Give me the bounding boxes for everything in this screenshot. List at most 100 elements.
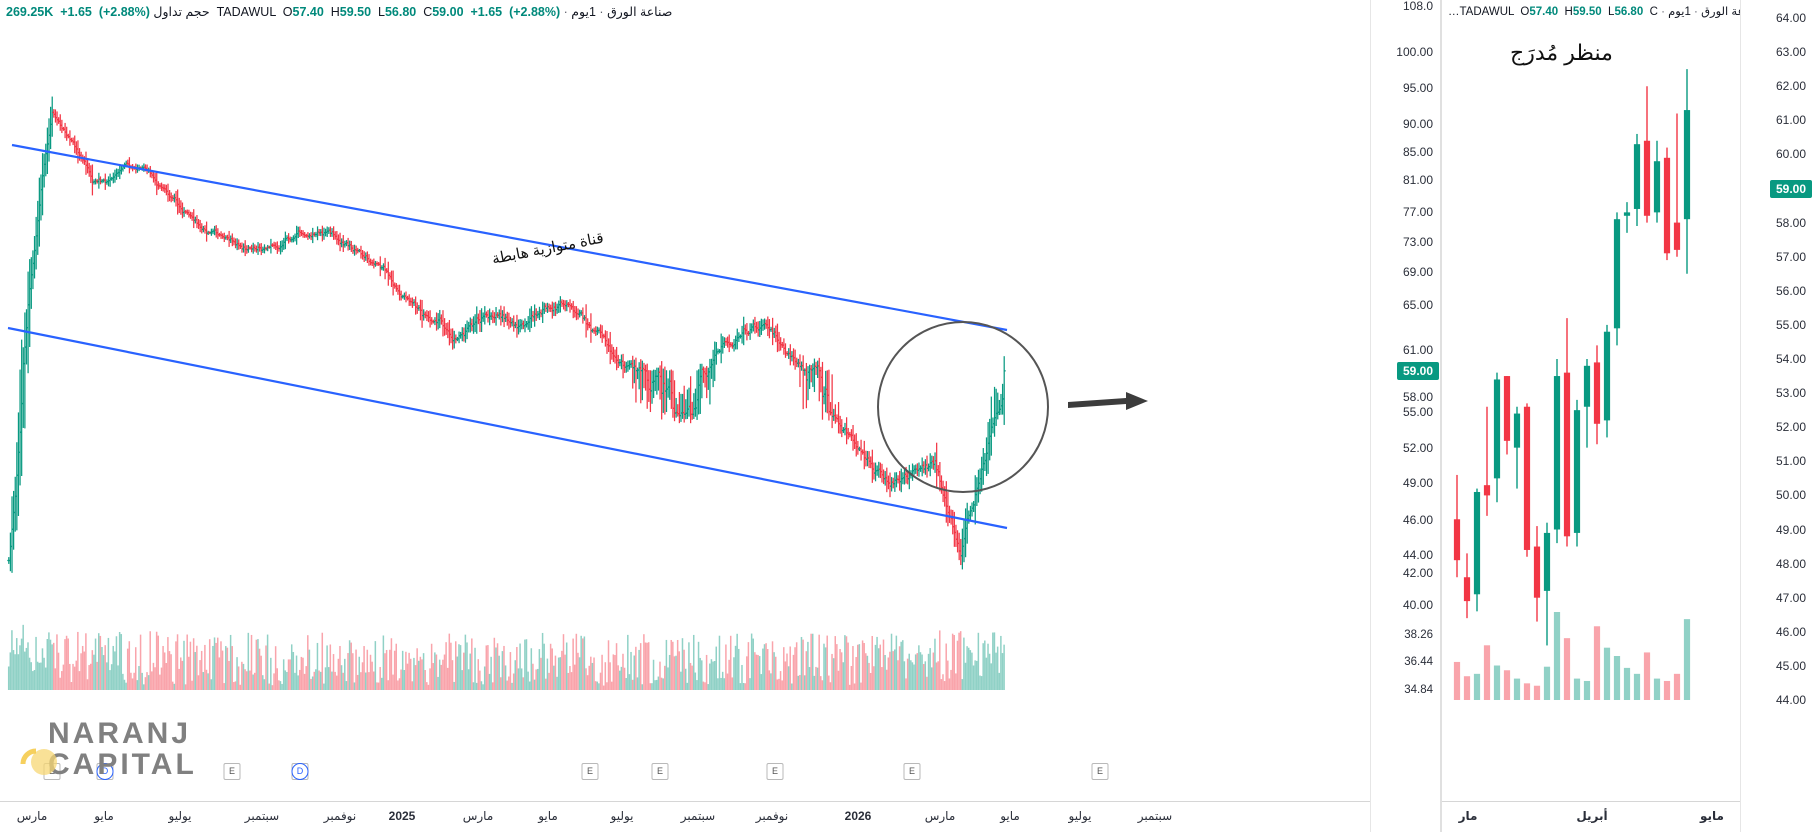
volume-bar <box>1593 626 1601 700</box>
volume-bar <box>926 676 928 690</box>
volume-bar <box>892 651 894 690</box>
volume-bar <box>758 656 761 690</box>
volume-bar <box>961 679 964 690</box>
volume-bar <box>1663 680 1671 700</box>
volume-bar <box>141 672 143 690</box>
legend-separator-right: · <box>1694 6 1698 18</box>
time-tick-label: يوليو <box>168 809 192 823</box>
channel-lower-line[interactable] <box>7 326 1008 530</box>
earnings-marker[interactable]: E <box>903 763 921 780</box>
volume-bar <box>1673 673 1681 700</box>
candle-body <box>1513 413 1521 448</box>
earnings-marker[interactable]: E <box>1091 763 1109 780</box>
right-time-axis[interactable]: مار أبريل مايو <box>1442 801 1740 832</box>
volume-bar <box>268 683 270 690</box>
candle-body <box>1583 365 1591 407</box>
left-chart-legend: صناعة الورق · 1يوم · TADAWUL O57.40 H59.… <box>6 4 672 19</box>
volume-bar <box>943 681 946 690</box>
volume-bar <box>321 632 324 690</box>
volume-bar <box>171 681 174 690</box>
price-tick-label: 77.00 <box>1402 205 1433 219</box>
volume-bar <box>244 669 246 690</box>
earnings-marker[interactable]: E <box>223 763 241 780</box>
volume-bar <box>358 656 361 690</box>
volume-bar <box>512 673 515 690</box>
volume-bar <box>900 641 902 690</box>
time-tick-label: سبتمبر <box>1137 809 1173 823</box>
dividend-marker[interactable]: D <box>291 763 309 780</box>
parallel-channel-overlay[interactable] <box>7 143 1008 530</box>
earnings-marker[interactable]: E <box>766 763 784 780</box>
channel-upper-line[interactable] <box>11 143 1008 332</box>
right-chart-canvas[interactable] <box>1442 0 1740 802</box>
volume-bar <box>894 649 896 690</box>
volume-bar <box>601 654 603 690</box>
volume-bar <box>15 638 18 690</box>
time-tick-label: 2026 <box>844 809 872 823</box>
volume-bar <box>583 636 586 690</box>
volume-bar <box>498 655 500 690</box>
legend-interval: 1يوم <box>571 5 596 19</box>
volume-bar <box>789 646 791 690</box>
price-tick-label: 55.00 <box>1402 405 1433 419</box>
volume-bar <box>750 633 753 690</box>
volume-bar <box>57 652 60 690</box>
volume-bar <box>295 655 298 690</box>
earnings-marker[interactable]: E <box>581 763 599 780</box>
time-tick-label-right: أبريل <box>1576 809 1608 823</box>
volume-bar <box>776 679 779 690</box>
price-tick-label: 95.00 <box>1402 81 1433 95</box>
highlight-circle[interactable] <box>877 321 1049 493</box>
volume-bar <box>971 652 973 690</box>
volume-bar <box>355 649 357 690</box>
volume-bar <box>223 683 225 690</box>
earnings-marker[interactable]: E <box>43 763 61 780</box>
volume-bar <box>860 682 862 690</box>
volume-bar <box>508 676 510 690</box>
volume-bar <box>537 668 539 690</box>
volume-bar <box>757 654 759 690</box>
volume-bar <box>686 682 689 690</box>
volume-bar <box>54 668 57 690</box>
volume-bar <box>418 660 420 690</box>
volume-bar <box>260 655 262 690</box>
volume-bar <box>557 657 560 690</box>
volume-bar <box>40 662 42 690</box>
earnings-marker[interactable]: E <box>651 763 669 780</box>
volume-bar <box>197 675 200 690</box>
volume-bar <box>591 662 594 690</box>
volume-bar <box>950 669 952 690</box>
right-chart-pane[interactable] <box>1442 0 1740 832</box>
volume-bar <box>791 683 793 690</box>
volume-bar <box>405 651 407 690</box>
volume-bar <box>742 683 745 690</box>
volume-bar <box>226 647 229 690</box>
volume-bar <box>270 657 272 690</box>
volume-bar <box>657 676 660 690</box>
left-chart-pane[interactable]: EEEEEEEEEDD <box>0 0 1370 832</box>
volume-bar <box>350 642 352 690</box>
volume-bar <box>784 661 787 690</box>
volume-bar <box>385 649 388 690</box>
volume-bar <box>41 648 44 690</box>
candle-body <box>1653 161 1661 213</box>
right-price-axis[interactable]: 64.00 63.00 62.00 61.00 60.00 59.00 58.00 57.00… <box>1740 0 1813 832</box>
volume-bar <box>134 647 137 690</box>
volume-bar <box>630 651 632 690</box>
left-chart-canvas[interactable] <box>0 0 1370 802</box>
volume-bar <box>565 642 568 690</box>
candle-body <box>1533 546 1541 598</box>
volume-bar <box>709 663 711 690</box>
volume-bar <box>1683 619 1691 700</box>
left-time-axis[interactable]: مارس مايو يوليو سبتمبر نوفمبر 2025 مارس مايو يول… <box>0 801 1370 832</box>
volume-bar <box>114 651 116 690</box>
time-tick-label: مارس <box>16 809 48 823</box>
volume-bar <box>569 666 571 690</box>
volume-bar <box>958 632 960 690</box>
volume-bar <box>186 634 188 690</box>
time-tick-label: مايو <box>1000 809 1020 823</box>
dividend-marker[interactable]: D <box>96 763 114 780</box>
volume-bar <box>749 678 751 690</box>
volume-bar <box>783 647 785 690</box>
left-price-axis[interactable]: 108.0 100.00 95.00 90.00 85.00 81.00 77.00 73.0… <box>1370 0 1441 832</box>
